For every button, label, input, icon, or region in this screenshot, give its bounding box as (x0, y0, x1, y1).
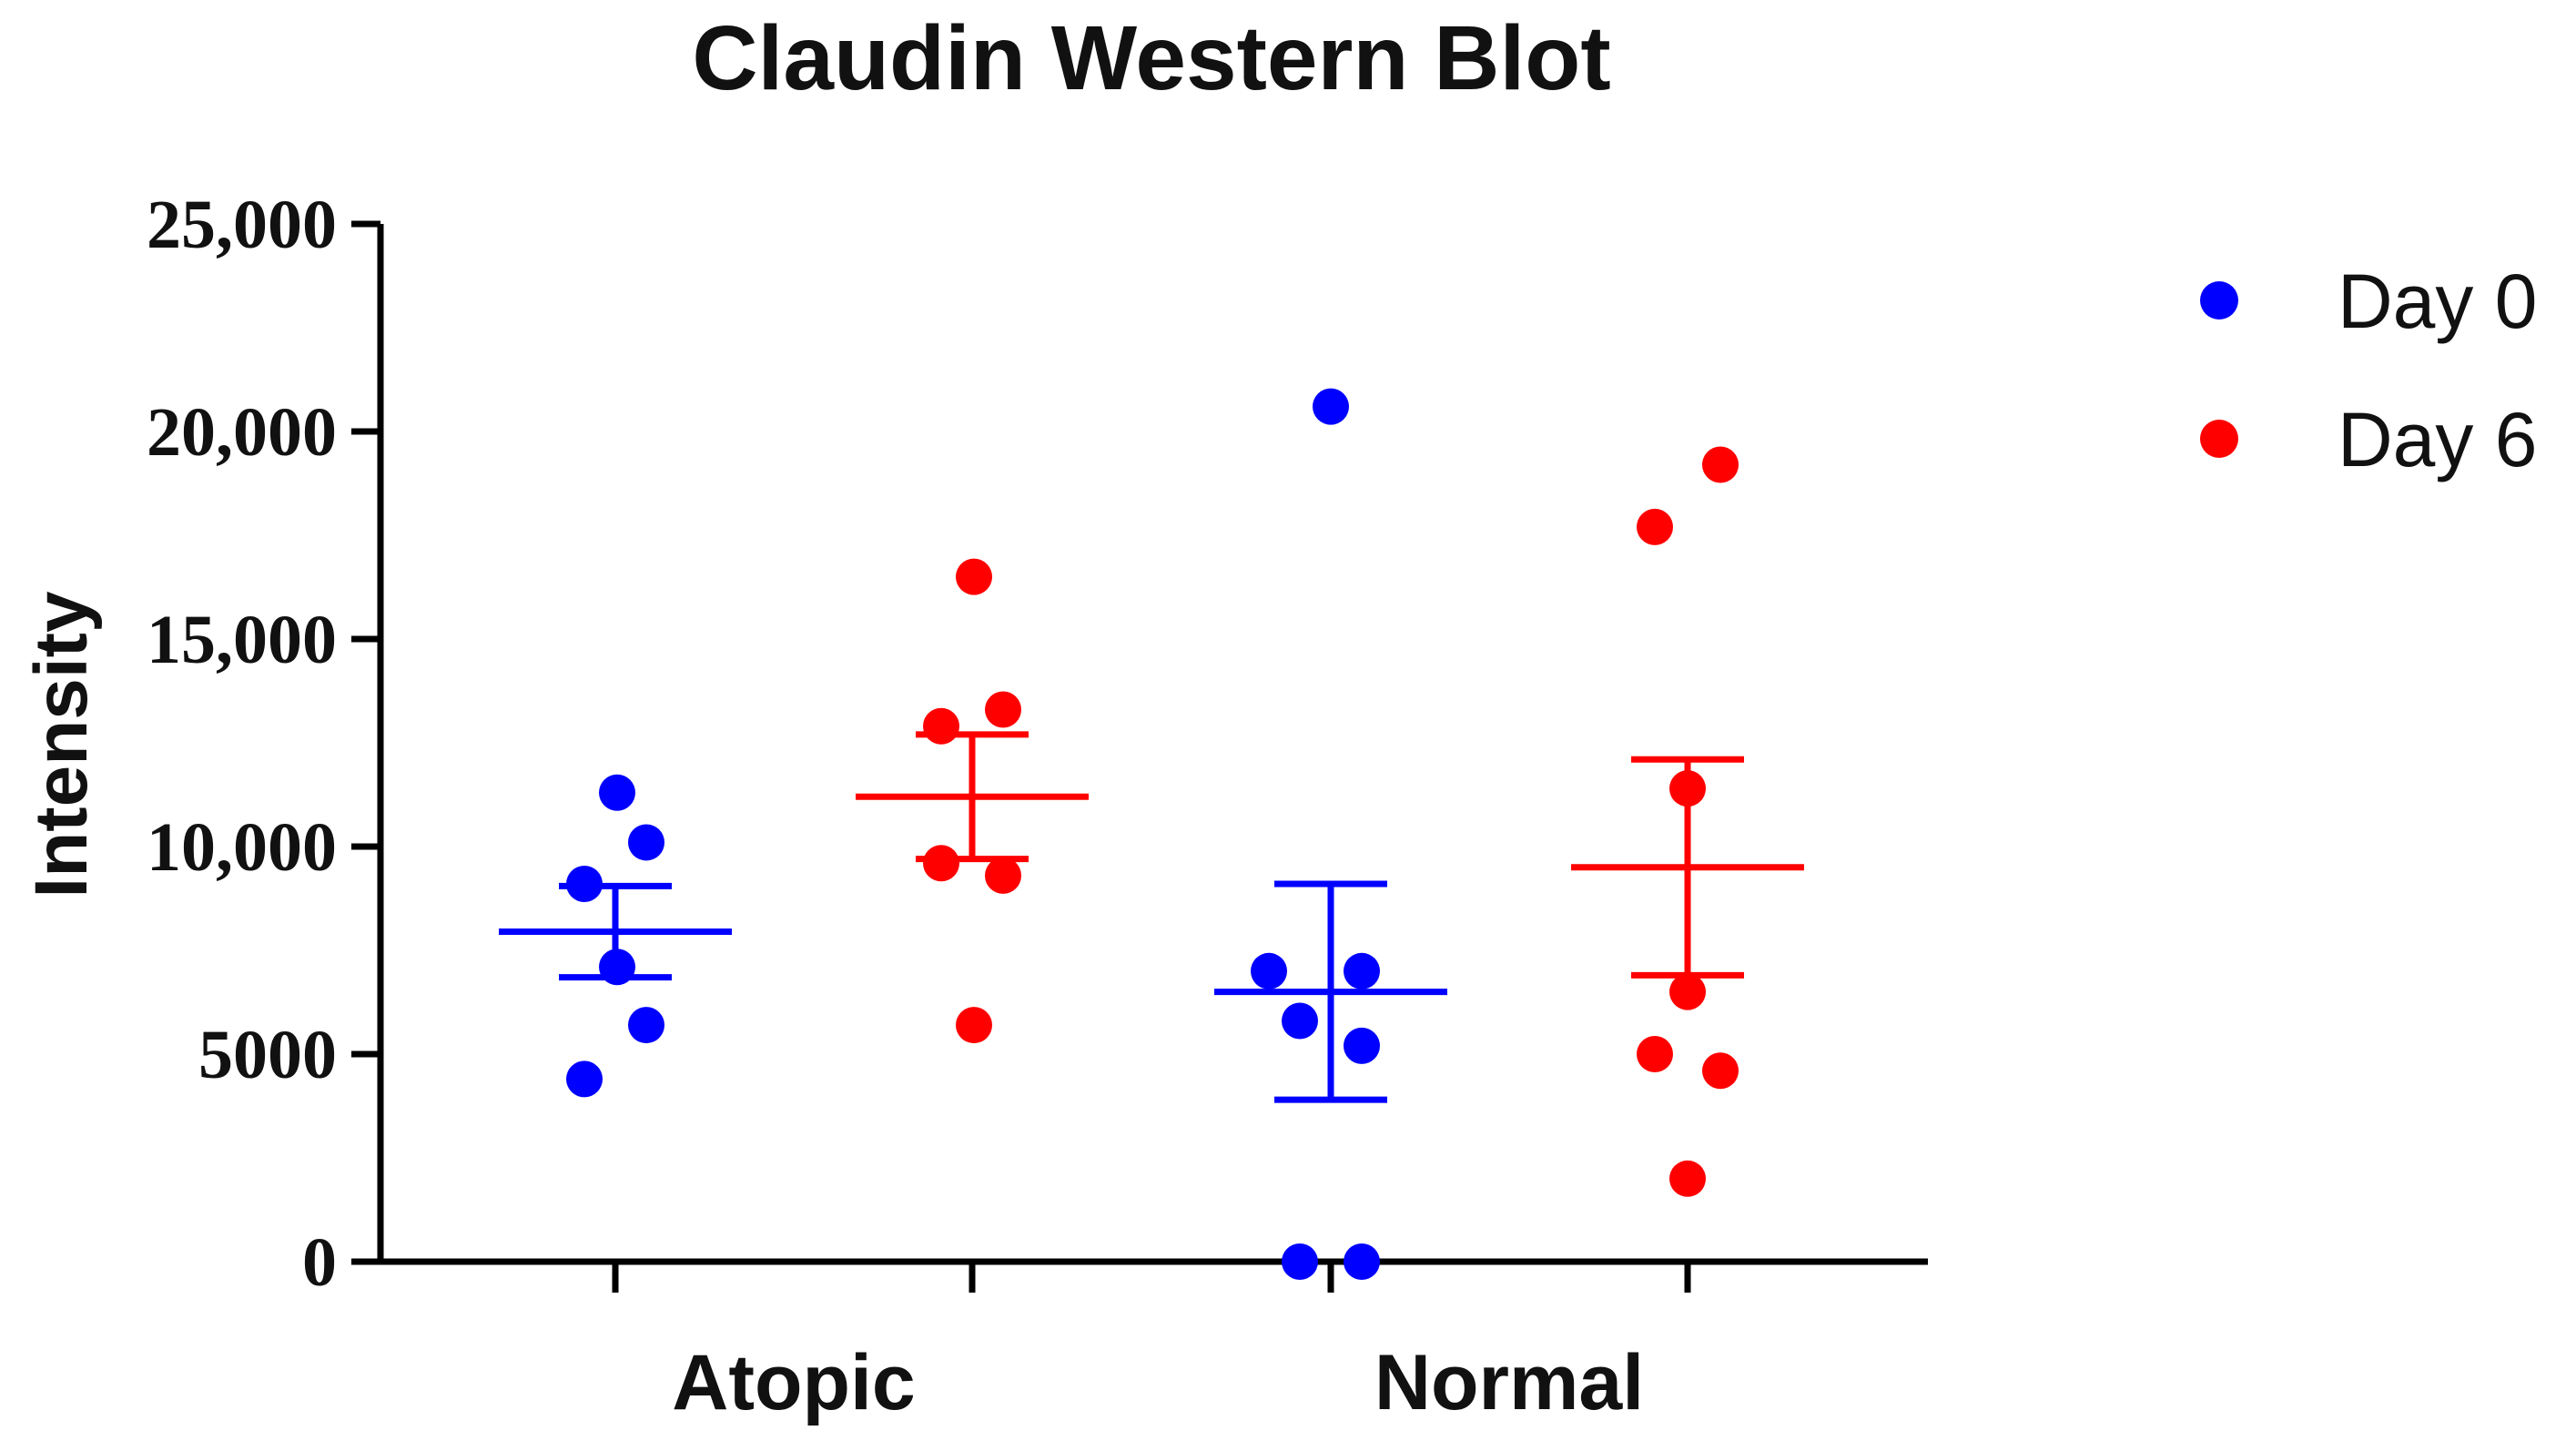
data-point (628, 824, 664, 861)
data-point (985, 691, 1021, 728)
data-point (1282, 1002, 1318, 1040)
legend: Day 0 Day 6 (2200, 259, 2537, 482)
data-point (1637, 1036, 1673, 1072)
data-point (923, 707, 959, 745)
y-axis-label: Intensity (20, 591, 103, 898)
data-points (566, 388, 1739, 1280)
y-tick-label: 10,000 (147, 809, 337, 886)
data-point (1637, 508, 1673, 545)
data-point (1344, 1243, 1380, 1280)
data-point (628, 1007, 664, 1044)
data-point (956, 558, 992, 595)
data-point (1282, 1243, 1318, 1280)
data-point (599, 949, 635, 986)
y-axis-ticks: 0 5000 10,000 15,000 20,000 25,000 (147, 187, 380, 1301)
chart-title: Claudin Western Blot (692, 7, 1610, 109)
legend-label: Day 6 (2338, 397, 2537, 482)
data-point (1669, 770, 1706, 807)
data-point (985, 857, 1021, 894)
data-point (956, 1007, 992, 1044)
y-tick-label: 5000 (198, 1017, 337, 1093)
data-point (1702, 1052, 1739, 1090)
data-point (923, 845, 959, 882)
y-tick-label: 20,000 (147, 394, 337, 471)
data-point (1669, 1160, 1706, 1197)
x-axis-ticks (612, 1262, 1691, 1293)
y-tick-label: 25,000 (147, 187, 337, 263)
data-point (1313, 388, 1349, 425)
data-point (566, 866, 603, 903)
data-point (1702, 446, 1739, 483)
data-point (566, 1060, 603, 1098)
legend-label: Day 0 (2338, 259, 2537, 344)
y-tick-label: 0 (302, 1224, 337, 1301)
x-category-label: Normal (1374, 1339, 1644, 1426)
data-point (1344, 1027, 1380, 1064)
y-tick-label: 15,000 (147, 602, 337, 678)
data-point (599, 774, 635, 811)
data-point (1669, 973, 1706, 1010)
data-point (1251, 952, 1287, 989)
x-category-label: Atopic (672, 1339, 916, 1426)
error-bars (499, 731, 1804, 1103)
data-point (1344, 952, 1380, 989)
legend-marker (2200, 281, 2238, 320)
legend-marker (2200, 420, 2238, 458)
x-axis-categories: Atopic Normal (672, 1339, 1644, 1426)
